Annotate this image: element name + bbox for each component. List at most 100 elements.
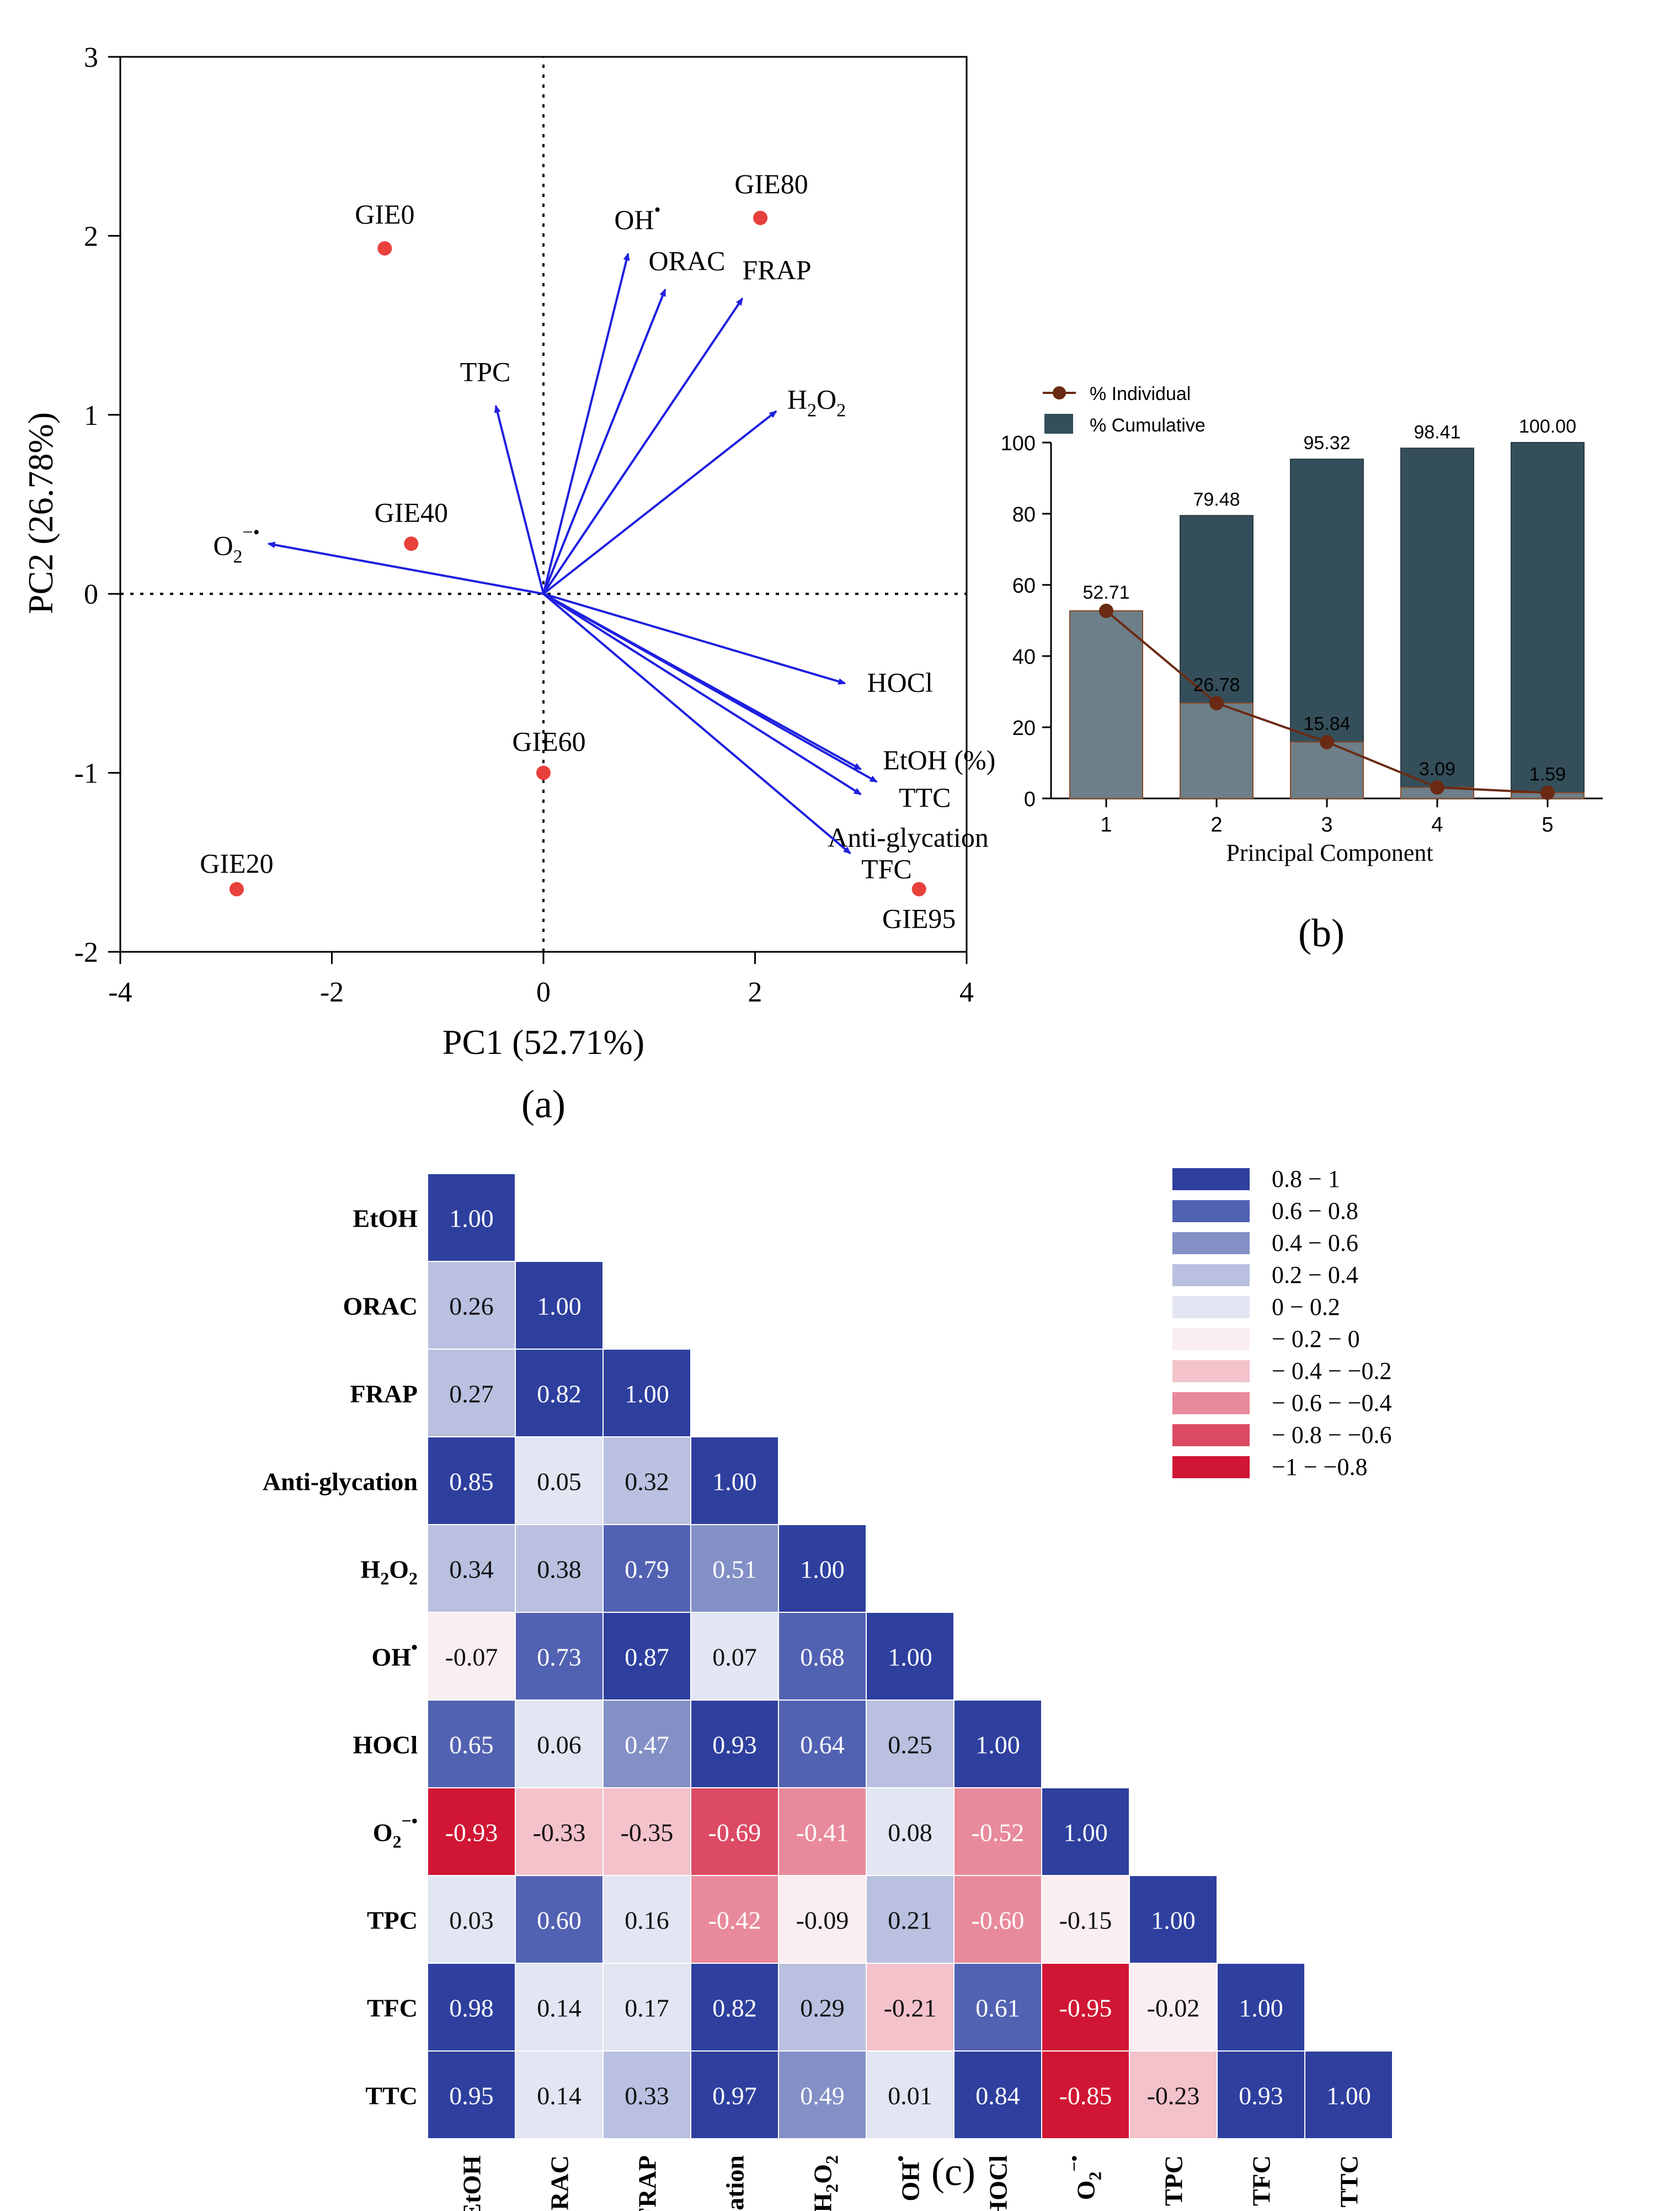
cell-value: 0.79: [625, 1555, 669, 1584]
cell-value: 1.00: [888, 1643, 932, 1671]
cell-value: -0.69: [708, 1819, 761, 1847]
cell-value: 0.29: [800, 1994, 845, 2022]
cumulative-bar: [1511, 442, 1585, 799]
heatmap-cell: [427, 1612, 516, 1701]
row-label: HOCl: [353, 1731, 418, 1759]
x-tick-label: 2: [1210, 813, 1222, 837]
correlation-heatmap: 1.00 0.26 1.00 0.27 0.82 1.00 0.85 0.05 0.32 1.00…: [263, 1165, 1393, 2211]
cell-value: -0.42: [708, 1906, 761, 1935]
pca-biplot: -4 -2 0 2 4 -2 -1 0 1 2 3 OH• ORAC FRAP H2O2 TPC O2−• HO…: [21, 42, 995, 1126]
cell-value: 0.64: [800, 1731, 845, 1759]
heatmap-cell: [1041, 1787, 1130, 1876]
row-label: ORAC: [343, 1292, 418, 1320]
y-tick-label: 40: [1012, 646, 1036, 669]
heatmap-cell: [778, 1612, 867, 1701]
cell-value: 1.00: [1063, 1819, 1108, 1847]
legend-swatch: [1172, 1168, 1250, 1190]
heatmap-cell: [1129, 2050, 1218, 2139]
legend-marker-individual: [1053, 386, 1066, 399]
cell-value: 0.21: [888, 1906, 932, 1935]
cell-value: 0.93: [712, 1731, 757, 1759]
heatmap-cell: [515, 1524, 604, 1613]
x-axis-label: PC1 (52.71%): [442, 1022, 644, 1062]
individual-bar: [1180, 702, 1254, 800]
cell-value: 0.61: [975, 1994, 1020, 2022]
loading-label: Anti-glycation: [828, 822, 989, 853]
heatmap-cell: [690, 1699, 779, 1788]
cell-value: 1.00: [449, 1205, 494, 1233]
heatmap-legend: 0.8 − 1 0.6 − 0.8 0.4 − 0.6 0.2 − 0.4 0 − 0.…: [1172, 1165, 1391, 1480]
heatmap-cell: [1129, 1963, 1218, 2052]
heatmap-cell: [866, 1963, 954, 2052]
individual-point: [1320, 734, 1334, 749]
y-tick-label: 1: [84, 400, 98, 431]
x-tick-label: 2: [748, 977, 762, 1008]
x-tick-label: -2: [320, 977, 344, 1008]
heatmap-cell: [515, 1699, 604, 1788]
sample-label: GIE0: [355, 199, 414, 230]
heatmap-cell: [1041, 2050, 1130, 2139]
row-label: TFC: [367, 1994, 418, 2022]
column-label: TTC: [1335, 2155, 1363, 2208]
heatmap-cell: [778, 1963, 867, 2052]
column-label: EtOH: [458, 2155, 486, 2211]
heatmap-cell: [953, 1699, 1042, 1788]
loading-label: HOCl: [867, 667, 932, 697]
loading-arrow: [494, 404, 545, 594]
cell-value: -0.85: [1059, 2082, 1112, 2110]
panel-label-a: (a): [521, 1082, 566, 1126]
cell-value: -0.15: [1059, 1906, 1112, 1935]
cell-value: 0.16: [625, 1906, 669, 1935]
sample-point: [536, 765, 551, 780]
heatmap-cell: [866, 1875, 954, 1964]
row-label: H2O2: [360, 1555, 418, 1589]
cell-value: 0.68: [800, 1643, 845, 1671]
heatmap-cell: [602, 1787, 691, 1876]
cell-value: 0.08: [888, 1819, 932, 1847]
heatmap-cell: [427, 1349, 516, 1437]
heatmap-cell: [1304, 2050, 1393, 2139]
heatmap-cells: 1.00 0.26 1.00 0.27 0.82 1.00 0.85 0.05 0.32 1.00…: [427, 1173, 1393, 2139]
cell-value: 0.65: [449, 1731, 494, 1759]
sample-point: [377, 241, 392, 256]
cell-value: 1.00: [1326, 2082, 1371, 2110]
heatmap-cell: [778, 1524, 867, 1613]
cell-value: 0.14: [537, 2082, 582, 2110]
heatmap-cell: [427, 1699, 516, 1788]
cumulative-label: 79.48: [1193, 489, 1240, 510]
legend-label: 0.8 − 1: [1272, 1165, 1340, 1192]
legend-swatch: [1172, 1328, 1250, 1350]
heatmap-cell: [1129, 1875, 1218, 1964]
cell-value: 0.84: [975, 2082, 1020, 2110]
heatmap-cell: [953, 1963, 1042, 2052]
heatmap-cell: [953, 1787, 1042, 1876]
heatmap-cell: [690, 1436, 779, 1525]
sample-point: [911, 882, 926, 897]
row-labels: EtOH ORAC FRAP Anti-glycation H2O2 OH• HOCl O2−…: [263, 1205, 418, 2110]
cumulative-label: 95.32: [1303, 433, 1350, 454]
loading-label: FRAP: [742, 254, 811, 285]
cell-value: -0.07: [445, 1643, 498, 1671]
y-tick-label: -1: [74, 758, 98, 790]
heatmap-cell: [602, 1436, 691, 1525]
cell-value: 0.34: [449, 1555, 494, 1584]
x-tick-label: 3: [1321, 813, 1332, 837]
cell-value: 0.33: [625, 2082, 669, 2110]
x-tick-label: -4: [108, 977, 132, 1008]
cell-value: 0.73: [537, 1643, 582, 1671]
heatmap-cell: [515, 2050, 604, 2139]
cell-value: -0.23: [1147, 2082, 1200, 2110]
row-label: Anti-glycation: [263, 1468, 418, 1496]
column-label: ORAC: [546, 2155, 574, 2211]
cell-value: 0.51: [712, 1555, 757, 1584]
column-label: O2−•: [1064, 2155, 1105, 2200]
cell-value: 1.00: [712, 1468, 757, 1496]
cell-value: 1.00: [800, 1555, 845, 1584]
heatmap-cell: [515, 1261, 604, 1350]
loading-arrow: [542, 410, 777, 595]
individual-label: 1.59: [1529, 764, 1566, 785]
column-label: TFC: [1247, 2155, 1276, 2206]
y-tick-label: 0: [1024, 788, 1036, 811]
cell-value: 0.14: [537, 1994, 582, 2022]
heatmap-cell: [427, 2050, 516, 2139]
